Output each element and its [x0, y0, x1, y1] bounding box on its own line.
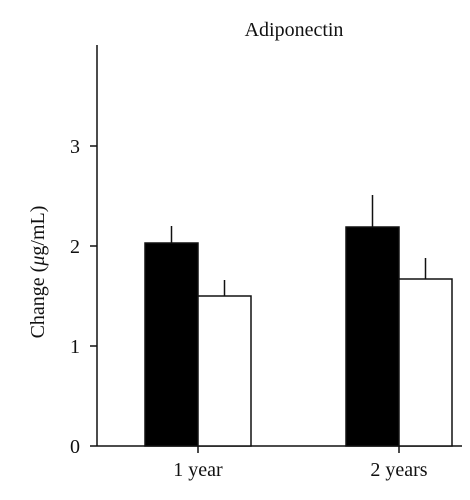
x-tick-label: 2 years — [370, 459, 427, 481]
y-axis-label-mu: μ — [27, 256, 49, 267]
y-tick-label: 3 — [70, 136, 80, 158]
error-bars-layer — [170, 195, 427, 296]
x-tick-label: 1 year — [173, 459, 223, 481]
y-axis-label-prefix: Change ( — [27, 265, 49, 338]
bar-white — [197, 295, 252, 447]
labels-layer: Adiponectin Change (μg/mL) 1 year 2 years — [27, 19, 428, 481]
y-axis-ticks-layer: 0 1 2 3 — [70, 136, 97, 458]
chart-title: Adiponectin — [245, 19, 344, 41]
bars-layer — [144, 226, 453, 447]
y-tick-label: 1 — [70, 336, 80, 358]
y-axis-label-suffix: g/mL) — [27, 206, 49, 256]
bar-black — [345, 226, 400, 447]
y-tick-label: 2 — [70, 236, 80, 258]
bar-black — [144, 242, 199, 447]
bar-white — [398, 278, 453, 447]
y-tick-label: 0 — [70, 436, 80, 458]
y-axis-label: Change (μg/mL) — [27, 206, 49, 339]
